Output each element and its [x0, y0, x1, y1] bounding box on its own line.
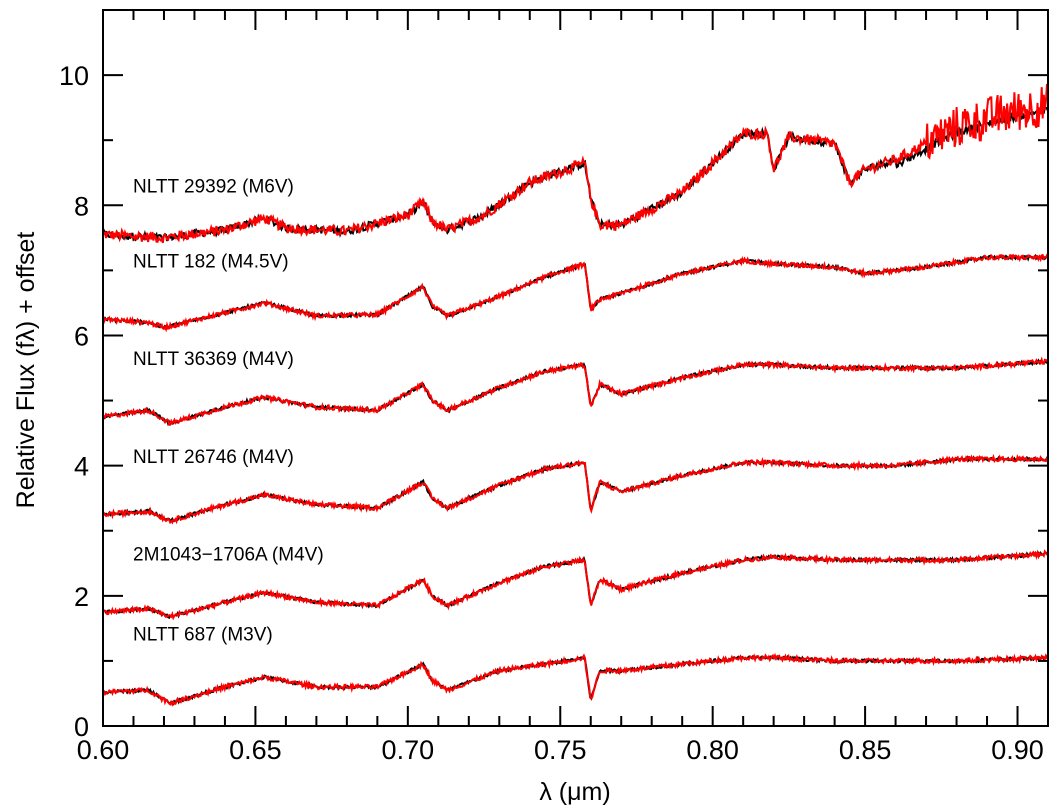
series-label: NLTT 182 (M4.5V) — [133, 252, 289, 273]
axes: 0.60 0.65 0.70 0.75 0.80 0.85 0.90 0 2 4 6 8 10 — [59, 9, 1049, 765]
x-tick-label: 0.65 — [229, 735, 282, 765]
template-spectrum-line — [102, 549, 1049, 621]
series-label: NLTT 36369 (M4V) — [133, 349, 294, 370]
y-tick-label: 10 — [59, 61, 89, 91]
x-tick-label: 0.90 — [991, 735, 1044, 765]
template-spectrum-line — [102, 356, 1049, 426]
template-spectrum-line — [102, 83, 1049, 244]
observed-spectrum-line — [102, 104, 1049, 242]
observed-spectrum-line — [102, 654, 1049, 706]
y-axis-title: Relative Flux (fλ) + offset — [12, 232, 40, 509]
x-tick-label: 0.75 — [534, 735, 587, 765]
x-tick-label: 0.70 — [382, 735, 435, 765]
y-tick-label: 8 — [74, 191, 89, 221]
series-label: NLTT 29392 (M6V) — [133, 177, 294, 198]
template-spectrum-line — [102, 252, 1049, 333]
x-axis-title: λ (μm) — [539, 778, 610, 806]
y-tick-label: 0 — [74, 712, 89, 742]
plot-area — [102, 83, 1049, 707]
x-tick-label: 0.60 — [77, 735, 130, 765]
y-tick-label: 6 — [74, 321, 89, 351]
plot-frame — [102, 9, 1049, 727]
template-spectrum-line — [102, 453, 1049, 525]
y-tick-label: 2 — [74, 582, 89, 612]
series-label: 2M1043−1706A (M4V) — [133, 545, 324, 566]
template-spectrum-line — [102, 652, 1049, 707]
series-label: NLTT 26746 (M4V) — [133, 447, 294, 468]
x-tick-label: 0.85 — [839, 735, 892, 765]
x-tick-label: 0.80 — [686, 735, 739, 765]
y-tick-label: 4 — [74, 452, 89, 482]
series-labels: NLTT 29392 (M6V) NLTT 182 (M4.5V) NLTT 363… — [133, 177, 324, 646]
series-label: NLTT 687 (M3V) — [133, 625, 273, 646]
